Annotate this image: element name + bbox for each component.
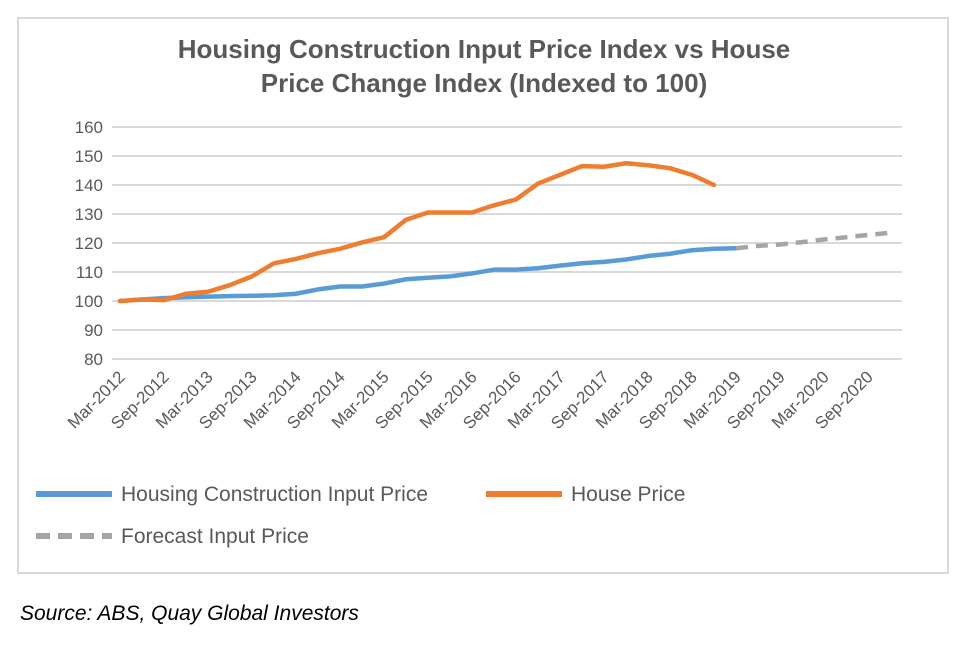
y-tick-label: 110	[76, 263, 103, 282]
legend-label: House Price	[571, 483, 685, 506]
series-line	[117, 245, 739, 304]
series-line	[735, 230, 891, 251]
y-tick-label: 140	[75, 176, 103, 195]
y-tick-label: 160	[75, 118, 103, 137]
y-tick-label: 130	[75, 205, 103, 224]
series-line	[117, 161, 717, 304]
y-tick-label: 150	[75, 147, 103, 166]
y-tick-label: 90	[84, 321, 103, 340]
chart-title-line: Housing Construction Input Price Index v…	[178, 34, 791, 64]
source-note: Source: ABS, Quay Global Investors	[20, 602, 359, 625]
y-tick-label: 80	[84, 350, 103, 369]
y-tick-label: 120	[75, 234, 103, 253]
y-tick-label: 100	[75, 292, 103, 311]
legend-label: Housing Construction Input Price	[121, 483, 428, 506]
legend-label: Forecast Input Price	[121, 525, 309, 548]
chart-title-line: Price Change Index (Indexed to 100)	[261, 68, 707, 98]
